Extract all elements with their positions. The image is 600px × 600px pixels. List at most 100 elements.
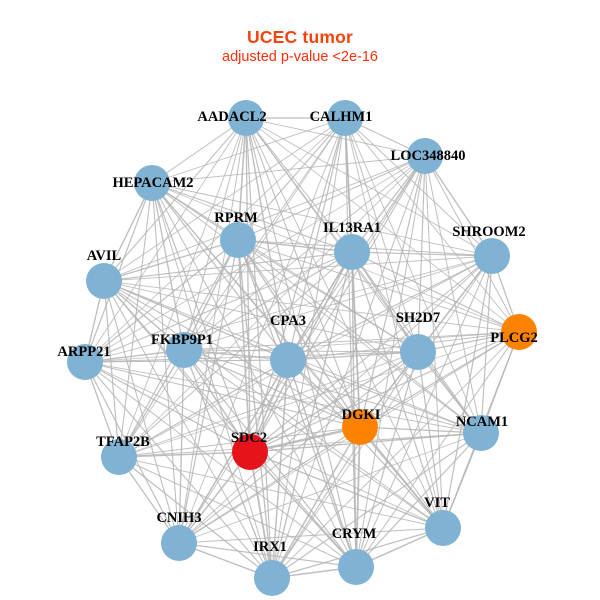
graph-edge	[271, 359, 289, 579]
graph-edge	[351, 251, 520, 333]
graph-edge	[442, 255, 493, 529]
graph-edge	[249, 451, 444, 529]
graph-edge	[344, 117, 493, 257]
graph-node-shroom2[interactable]	[474, 238, 510, 274]
graph-edge	[237, 155, 426, 241]
graph-node-dgki[interactable]	[342, 409, 378, 445]
graph-edge	[287, 351, 419, 361]
graph-node-sh2d7[interactable]	[400, 334, 436, 370]
graph-node-plcg2[interactable]	[501, 314, 537, 350]
graph-edge	[344, 117, 482, 434]
graph-node-il13ra1[interactable]	[334, 234, 370, 270]
graph-edge	[84, 117, 346, 363]
graph-edge	[103, 280, 444, 529]
graph-edge	[118, 359, 289, 458]
graph-edge	[103, 280, 289, 361]
graph-edge	[151, 182, 185, 351]
graph-node-aadacl2[interactable]	[228, 100, 264, 136]
graph-edge	[103, 280, 357, 568]
graph-edge	[118, 331, 520, 458]
graph-edge	[355, 331, 520, 568]
graph-edge	[151, 155, 426, 184]
graph-edge	[249, 351, 419, 453]
graph-edge	[103, 280, 419, 353]
graph-edge	[183, 117, 247, 351]
graph-node-ncam1[interactable]	[463, 415, 499, 451]
graph-edge	[237, 117, 247, 241]
graph-edge	[151, 117, 346, 184]
graph-edge	[417, 351, 444, 529]
graph-node-fkbp9p1[interactable]	[166, 332, 202, 368]
graph-edge	[424, 155, 520, 333]
graph-edge	[84, 361, 251, 453]
graph-node-calhm1[interactable]	[327, 100, 363, 136]
graph-edge	[84, 361, 357, 568]
graph-edge	[245, 117, 520, 333]
graph-edge	[178, 527, 444, 544]
graph-edge	[103, 280, 520, 333]
graph-edge	[355, 426, 361, 568]
graph-node-vit[interactable]	[425, 510, 461, 546]
graph-edge	[245, 117, 357, 568]
graph-edge	[118, 456, 357, 568]
graph-edge	[183, 349, 357, 568]
graph-edge	[183, 117, 346, 351]
graph-edge	[351, 251, 357, 568]
graph-edge	[424, 155, 493, 257]
graph-edge	[351, 251, 493, 257]
graph-edge	[84, 351, 419, 363]
graph-edge	[245, 117, 289, 361]
graph-edge	[249, 155, 426, 453]
graph-edge	[118, 155, 426, 458]
graph-edge	[84, 239, 239, 363]
graph-edge	[103, 280, 273, 579]
graph-edge	[237, 117, 346, 241]
graph-node-cnih3[interactable]	[161, 525, 197, 561]
graph-edge	[245, 117, 426, 157]
graph-edge	[103, 280, 120, 458]
graph-edge	[183, 349, 444, 529]
graph-edge	[151, 182, 493, 257]
graph-edge	[178, 451, 251, 544]
graph-edge	[249, 331, 520, 453]
graph-node-rprm[interactable]	[220, 222, 256, 258]
graph-edge	[424, 155, 482, 434]
graph-node-hepacam2[interactable]	[134, 165, 170, 201]
graph-edge	[118, 456, 444, 529]
graph-edge	[351, 251, 419, 353]
graph-edge	[359, 331, 520, 428]
graph-edge	[237, 239, 357, 568]
graph-node-irx1[interactable]	[254, 560, 290, 596]
graph-edge	[118, 456, 273, 579]
graph-node-cpa3[interactable]	[270, 342, 306, 378]
graph-edge	[249, 255, 493, 453]
graph-edge	[103, 239, 239, 282]
graph-edge	[118, 432, 482, 458]
graph-edge	[245, 117, 444, 529]
graph-edge	[183, 349, 273, 579]
graph-edge	[287, 359, 357, 568]
graph-edge	[351, 251, 444, 529]
graph-edge	[118, 182, 153, 458]
graph-node-sdc2[interactable]	[232, 434, 268, 470]
graph-edge	[237, 239, 419, 353]
graph-edge	[359, 426, 482, 434]
graph-edge	[183, 239, 239, 351]
graph-node-arpp21[interactable]	[67, 344, 103, 380]
graph-edge	[359, 426, 444, 529]
graph-node-tfap2b[interactable]	[101, 439, 137, 475]
graph-edge	[245, 117, 493, 257]
graph-edge	[237, 239, 444, 529]
graph-edge	[359, 155, 426, 428]
graph-edge	[178, 117, 346, 544]
graph-edge	[103, 182, 153, 282]
graph-edge	[271, 331, 520, 579]
graph-node-avil[interactable]	[86, 263, 122, 299]
graph-node-loc348840[interactable]	[407, 138, 443, 174]
graph-node-crym[interactable]	[338, 549, 374, 585]
graph-edge	[84, 361, 361, 428]
graph-edge	[103, 251, 353, 282]
graph-edge	[178, 426, 361, 544]
